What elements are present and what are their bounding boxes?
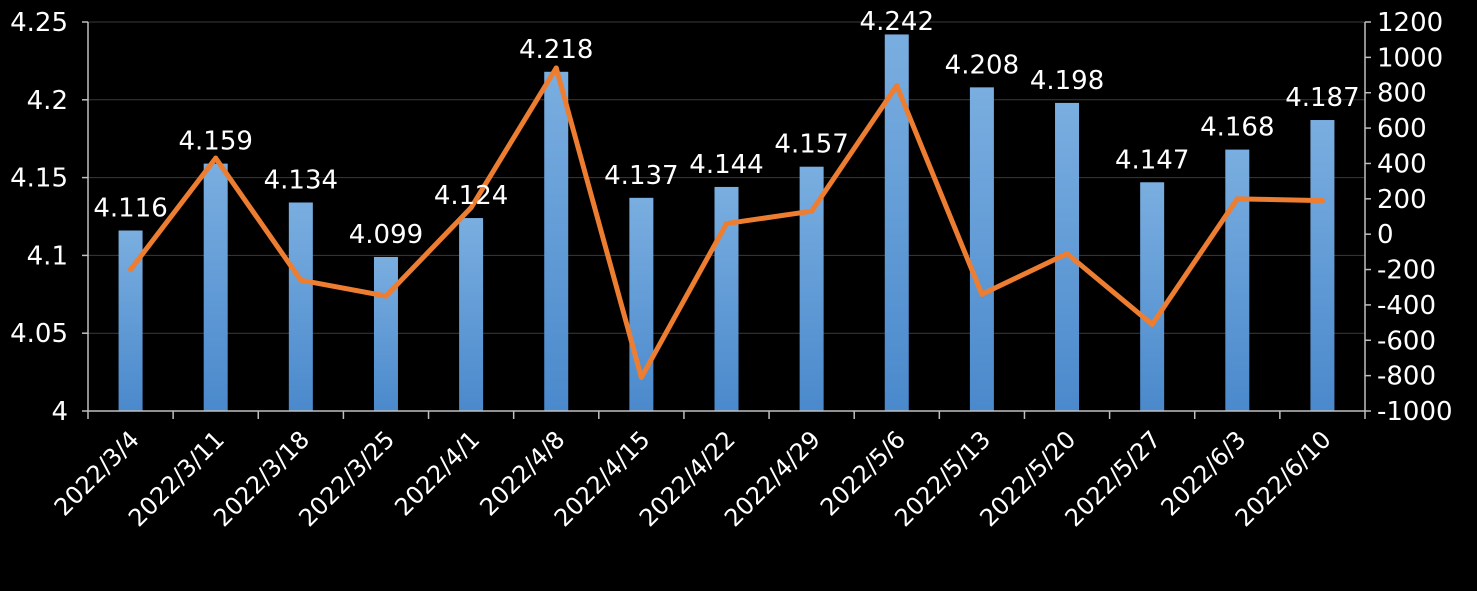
bar <box>799 166 824 411</box>
data-label: 4.134 <box>264 165 338 195</box>
bar <box>373 256 398 411</box>
line-point <box>809 208 815 214</box>
bar <box>544 71 569 412</box>
x-axis-ticks: 2022/3/42022/3/112022/3/182022/3/252022/… <box>49 425 1337 532</box>
line-series <box>128 65 1325 380</box>
data-label: 4.137 <box>604 161 678 191</box>
line-point <box>894 83 900 89</box>
bar <box>288 202 313 411</box>
data-label: 4.157 <box>774 130 848 160</box>
right-tick-label: 600 <box>1377 114 1427 144</box>
data-label: 4.144 <box>689 150 763 180</box>
line-point <box>1064 251 1070 257</box>
axes <box>82 21 1371 419</box>
line-point <box>128 267 134 273</box>
right-tick-label: 0 <box>1377 220 1394 250</box>
data-label: 4.242 <box>860 7 934 37</box>
right-tick-label: -400 <box>1377 291 1436 321</box>
right-tick-label: 800 <box>1377 79 1427 109</box>
data-label: 4.116 <box>93 194 167 224</box>
line-point <box>724 221 729 227</box>
data-label: 4.124 <box>434 181 508 211</box>
data-labels: 4.116 4.159 4.134 4.099 4.124 4.218 4.137 4.144… <box>93 7 1359 250</box>
bar <box>203 163 228 411</box>
right-tick-label: 200 <box>1377 185 1427 215</box>
data-label: 4.168 <box>1200 113 1274 143</box>
data-label: 4.208 <box>945 50 1019 80</box>
right-axis-ticks: -1000 -800 -600 -400 -200 0 200 400 600 800 1000 12… <box>1377 8 1453 427</box>
right-tick-label: 1200 <box>1377 8 1443 38</box>
line-point <box>298 277 304 283</box>
bar <box>1225 149 1250 412</box>
data-label: 4.187 <box>1285 83 1359 113</box>
data-label: 4.099 <box>349 220 423 250</box>
left-tick-label: 4.1 <box>27 241 68 271</box>
left-tick-label: 4.2 <box>27 86 68 116</box>
line-point <box>213 155 219 161</box>
line-point <box>638 374 644 380</box>
line-point <box>1149 321 1155 327</box>
bar <box>459 218 484 411</box>
left-tick-label: 4.05 <box>10 319 68 349</box>
bar <box>1310 120 1335 411</box>
right-tick-label: -800 <box>1377 362 1436 392</box>
right-tick-label: 1000 <box>1377 43 1443 73</box>
right-tick-label: -1000 <box>1377 397 1453 427</box>
right-tick-label: -200 <box>1377 256 1436 286</box>
bar <box>969 87 994 412</box>
bar-series <box>118 34 1335 412</box>
x-tick-label: 2022/4/1 <box>389 425 485 521</box>
data-label: 4.147 <box>1115 145 1189 175</box>
line-point <box>553 65 559 71</box>
data-label: 4.218 <box>519 35 593 65</box>
right-tick-label: 400 <box>1377 149 1427 179</box>
line-point <box>979 291 985 297</box>
right-tick-label: -600 <box>1377 326 1436 356</box>
data-label: 4.198 <box>1030 66 1104 96</box>
left-tick-label: 4.25 <box>10 8 68 38</box>
data-label: 4.159 <box>178 127 252 157</box>
left-tick-label: 4 <box>51 397 68 427</box>
left-axis-ticks: 4 4.05 4.1 4.15 4.2 4.25 <box>10 8 68 427</box>
left-tick-label: 4.15 <box>10 164 68 194</box>
line-point <box>383 293 389 299</box>
line-point <box>468 205 474 211</box>
bar <box>1140 182 1165 411</box>
line-point <box>1234 196 1240 202</box>
line-point <box>1319 198 1325 204</box>
